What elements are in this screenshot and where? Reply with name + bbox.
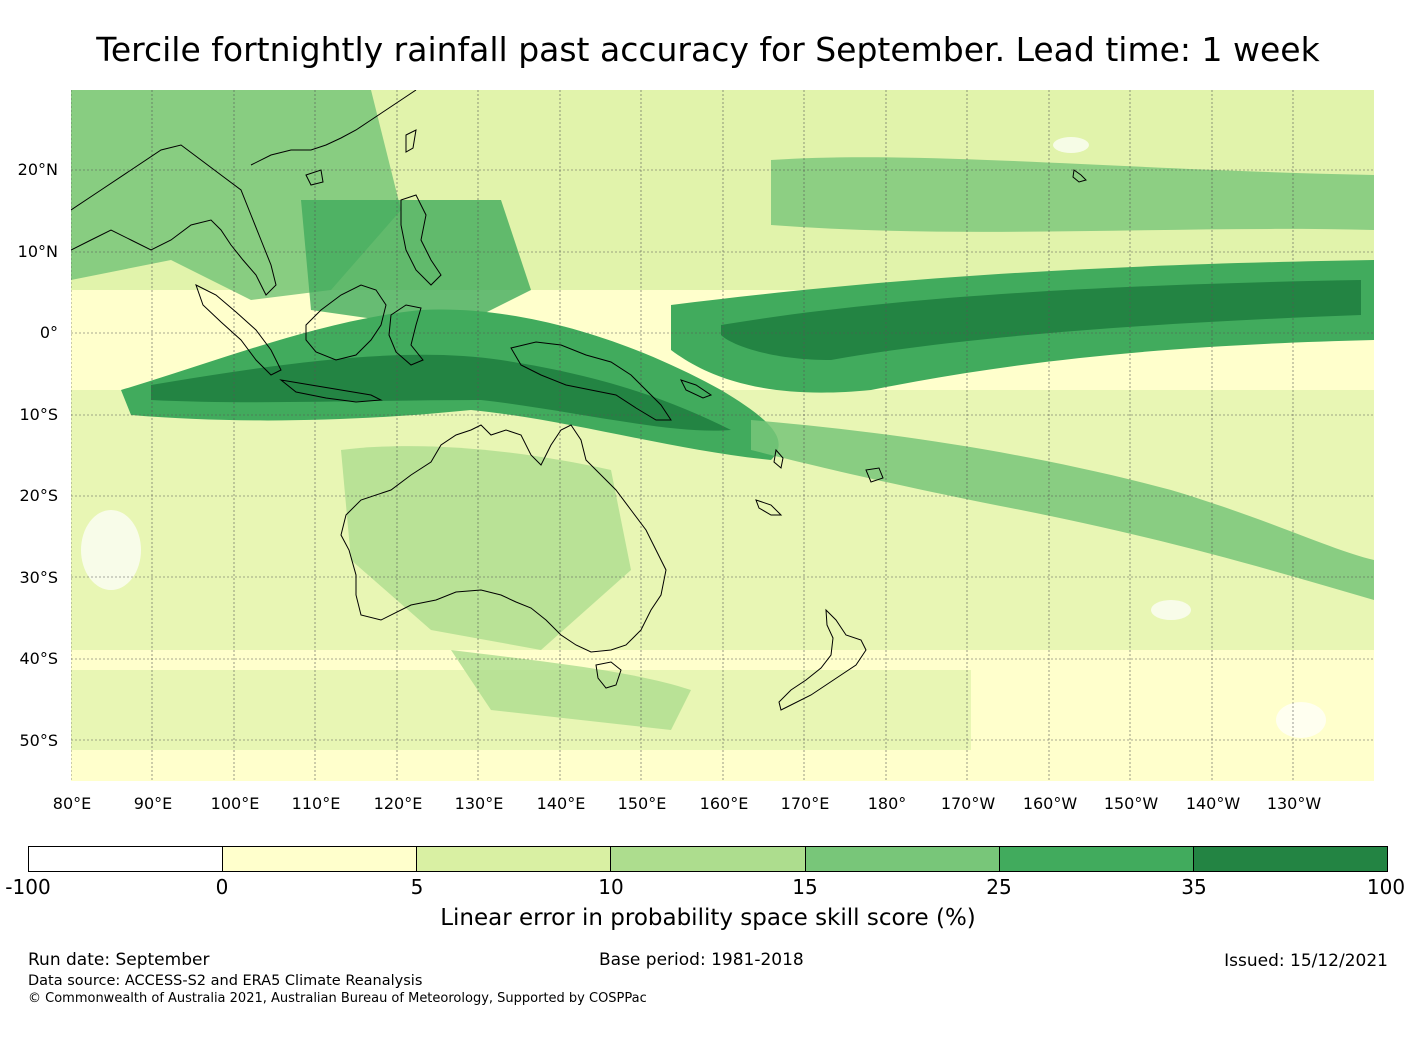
coastlines [71, 90, 1087, 711]
colorbar [28, 846, 1388, 872]
lon-label-110e: 110°E [291, 794, 341, 813]
lon-label-150w: 150°W [1103, 794, 1159, 813]
sulawesi-coast [388, 304, 424, 366]
lon-label-120e: 120°E [373, 794, 423, 813]
no-skill-patch [1276, 702, 1326, 738]
colorbar-segment [223, 847, 418, 871]
lon-label-100e: 100°E [210, 794, 260, 813]
lon-label-160w: 160°W [1022, 794, 1078, 813]
map-title: Tercile fortnightly rainfall past accura… [96, 30, 1320, 69]
lat-label-30s: 30°S [19, 568, 58, 587]
map-canvas [71, 90, 1374, 781]
vanuatu-coast [773, 448, 784, 469]
lat-label-50s: 50°S [19, 731, 58, 750]
no-skill-patch [1053, 137, 1089, 153]
taiwan-coast [405, 129, 417, 153]
colorbar-segment [1193, 847, 1387, 871]
copyright: © Commonwealth of Australia 2021, Austra… [28, 991, 647, 1006]
run-date: Run date: September [28, 950, 210, 970]
colorbar-tick: 0 [215, 875, 229, 899]
philippines-coast [400, 194, 442, 286]
south-china-sea-zone [301, 200, 531, 330]
new-zealand-coast [778, 608, 867, 711]
new-caledonia-coast [755, 499, 783, 516]
lat-label-40s: 40°S [19, 649, 58, 668]
lat-label-20s: 20°S [19, 486, 58, 505]
lat-label-0: 0° [39, 323, 58, 342]
base-period: Base period: 1981-2018 [599, 950, 804, 970]
data-source: Data source: ACCESS-S2 and ERA5 Climate … [28, 973, 423, 989]
colorbar-tick: 25 [986, 875, 1012, 899]
lon-label-180: 180° [867, 794, 907, 813]
lon-label-160e: 160°E [699, 794, 749, 813]
colorbar-tick: 35 [1181, 875, 1207, 899]
lon-label-150e: 150°E [617, 794, 667, 813]
colorbar-tick: 15 [792, 875, 818, 899]
china-coast [250, 90, 417, 166]
colorbar-tick: 5 [410, 875, 424, 899]
lon-label-130e: 130°E [454, 794, 504, 813]
colorbar-segment [417, 847, 612, 871]
lon-label-170w: 170°W [940, 794, 996, 813]
north-pacific-zone [771, 157, 1374, 232]
graticule [71, 90, 1374, 781]
lon-label-130w: 130°W [1266, 794, 1322, 813]
new-guinea-coast [510, 341, 672, 421]
fiji-coast [865, 467, 884, 483]
maritime-continent-core [151, 354, 731, 431]
colorbar-label: Linear error in probability space skill … [440, 905, 976, 931]
colorbar-segment [611, 847, 806, 871]
skill-score-map [71, 90, 1374, 781]
hainan-coast [305, 169, 324, 186]
australia-coast [340, 424, 667, 653]
spcz-zone [751, 420, 1374, 600]
australia-zone [341, 446, 631, 650]
hawaii-coast [1072, 169, 1087, 183]
lat-label-10n: 10°N [17, 242, 58, 261]
lon-label-90e: 90°E [133, 794, 173, 813]
colorbar-tick: 10 [598, 875, 624, 899]
lon-label-170e: 170°E [780, 794, 830, 813]
equatorial-pacific-core [721, 280, 1361, 360]
tasman-zone [451, 650, 691, 730]
no-skill-patch [1151, 600, 1191, 620]
lat-label-10s: 10°S [19, 405, 58, 424]
solomon-islands-coast [680, 379, 713, 399]
asia-coast [71, 144, 277, 296]
lat-label-20n: 20°N [17, 160, 58, 179]
colorbar-segment [999, 847, 1194, 871]
lon-label-140e: 140°E [536, 794, 586, 813]
colorbar-tick: -100 [5, 875, 51, 899]
java-coast [279, 379, 383, 403]
borneo-coast [305, 284, 387, 361]
sumatra-coast [195, 284, 282, 376]
tasmania-coast [595, 661, 622, 689]
lon-label-80e: 80°E [52, 794, 92, 813]
colorbar-segment [805, 847, 1000, 871]
issued-date: Issued: 15/12/2021 [1224, 951, 1388, 971]
lon-label-140w: 140°W [1185, 794, 1241, 813]
colorbar-tick: 100 [1366, 875, 1406, 899]
colorbar-segment [29, 847, 224, 871]
no-skill-patch [81, 510, 141, 590]
